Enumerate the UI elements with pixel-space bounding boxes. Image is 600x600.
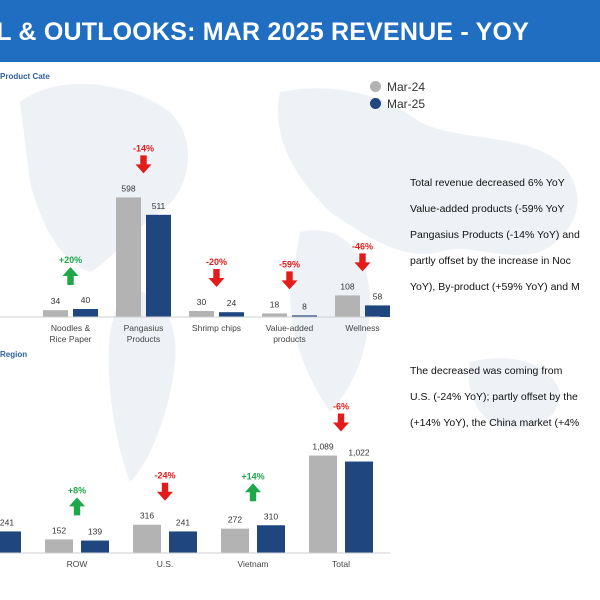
- data-label: 241: [176, 517, 190, 527]
- data-label: 316: [140, 511, 154, 521]
- legend-label: Mar-25: [387, 96, 426, 111]
- change-label: +14%: [241, 471, 264, 481]
- data-label: 40: [81, 295, 91, 305]
- legend-swatch: [370, 81, 381, 92]
- bar-mar24: [335, 295, 360, 317]
- data-label: 108: [340, 281, 354, 291]
- bar-mar25: [257, 525, 285, 553]
- category-label: Noodles &: [51, 323, 91, 333]
- bar-mar24: [309, 455, 337, 553]
- commentary-line: The decreased was coming from: [410, 365, 563, 377]
- data-label: 598: [121, 183, 135, 193]
- commentary-block: Total revenue decreased 6% YoY Value-add…: [410, 170, 600, 300]
- bar-mar24: [43, 310, 68, 317]
- bar-mar24: [221, 528, 249, 553]
- data-label: 139: [88, 527, 102, 537]
- bar-mar25: [146, 214, 171, 317]
- bar-mar24: [262, 313, 287, 317]
- product-section-label: Product Cate: [0, 72, 50, 81]
- commentary-line: Pangasius Products (-14% YoY) and: [410, 229, 580, 241]
- data-label: 1,089: [312, 442, 334, 452]
- commentary-block-2: The decreased was coming from U.S. (-24%…: [410, 358, 579, 436]
- category-label: ROW: [67, 559, 88, 569]
- legend-label: Mar-24: [387, 79, 426, 94]
- bar-mar24: [116, 197, 141, 317]
- commentary-line: Total revenue decreased 6% YoY: [410, 177, 565, 189]
- down-arrow-icon: [157, 482, 173, 501]
- commentary-line: U.S. (-24% YoY); partly offset by the: [410, 391, 578, 403]
- bar-mar25: [169, 531, 197, 553]
- bar-mar24: [189, 311, 214, 317]
- bar-mar24: [45, 539, 73, 553]
- data-label: 310: [264, 511, 278, 521]
- category-label: Total: [332, 559, 350, 569]
- world-map-background: [20, 83, 578, 482]
- commentary-line: partly offset by the increase in Noc: [410, 255, 571, 267]
- bar-mar24: [133, 524, 161, 553]
- category-label: Pangasius: [124, 323, 164, 333]
- bar-mar25: [292, 315, 317, 317]
- data-label: 8: [302, 301, 307, 311]
- page-title: AL & OUTLOOKS: MAR 2025 REVENUE - YOY: [0, 18, 530, 46]
- chart-legend: Mar-24 Mar-25: [370, 78, 425, 112]
- change-label: -14%: [133, 143, 154, 153]
- bar-mar25: [365, 305, 390, 317]
- data-label: 18: [270, 299, 280, 309]
- bar-mar25: [73, 309, 98, 317]
- region-revenue-chart: 241%pe152139+8%ROW316241-24%U.S.272310+1…: [0, 402, 390, 569]
- data-label: 1,022: [348, 448, 370, 458]
- change-label: +8%: [68, 485, 86, 495]
- data-label: 272: [228, 515, 242, 525]
- bar-mar25: [219, 312, 244, 317]
- category-label: Wellness: [345, 323, 379, 333]
- down-arrow-icon: [333, 413, 349, 432]
- legend-swatch: [370, 98, 381, 109]
- commentary-line: YoY), By-product (+59% YoY) and M: [410, 281, 580, 293]
- bar-mar25: [0, 531, 21, 553]
- commentary-line: Value-added products (-59% YoY: [410, 203, 565, 215]
- up-arrow-icon: [245, 483, 261, 502]
- data-label: 152: [52, 525, 66, 535]
- bar-mar25: [345, 461, 373, 553]
- down-arrow-icon: [281, 271, 298, 290]
- category-label: Shrimp chips: [192, 323, 241, 333]
- category-label: Vietnam: [237, 559, 268, 569]
- change-label: -24%: [154, 471, 175, 481]
- legend-item-mar24: Mar-24: [370, 78, 425, 95]
- commentary-line: (+14% YoY), the China market (+4%: [410, 417, 580, 429]
- category-label: products: [273, 334, 306, 344]
- down-arrow-icon: [354, 253, 371, 272]
- data-label: 30: [197, 297, 207, 307]
- data-label: 241: [0, 517, 14, 527]
- category-label: U.S.: [157, 559, 174, 569]
- change-label: +20%: [59, 255, 82, 265]
- legend-item-mar25: Mar-25: [370, 95, 425, 112]
- up-arrow-icon: [69, 497, 85, 516]
- change-label: -6%: [333, 402, 349, 412]
- change-label: -20%: [206, 257, 227, 267]
- change-label: -46%: [352, 241, 373, 251]
- data-label: 511: [152, 201, 166, 211]
- product-revenue-chart: s3440+20%Noodles &Rice Paper598511-14%Pa…: [0, 143, 390, 344]
- category-label: Value-added: [266, 323, 314, 333]
- category-label: Products: [127, 334, 161, 344]
- region-section-label: Region: [0, 350, 28, 359]
- data-label: 24: [227, 298, 237, 308]
- data-label: 58: [373, 291, 383, 301]
- change-label: -59%: [279, 259, 300, 269]
- category-label: Rice Paper: [49, 334, 91, 344]
- down-arrow-icon: [135, 155, 152, 174]
- data-label: 34: [51, 296, 61, 306]
- bar-mar25: [81, 540, 109, 553]
- header-banner: AL & OUTLOOKS: MAR 2025 REVENUE - YOY: [0, 0, 600, 62]
- down-arrow-icon: [208, 269, 225, 287]
- up-arrow-icon: [62, 267, 79, 285]
